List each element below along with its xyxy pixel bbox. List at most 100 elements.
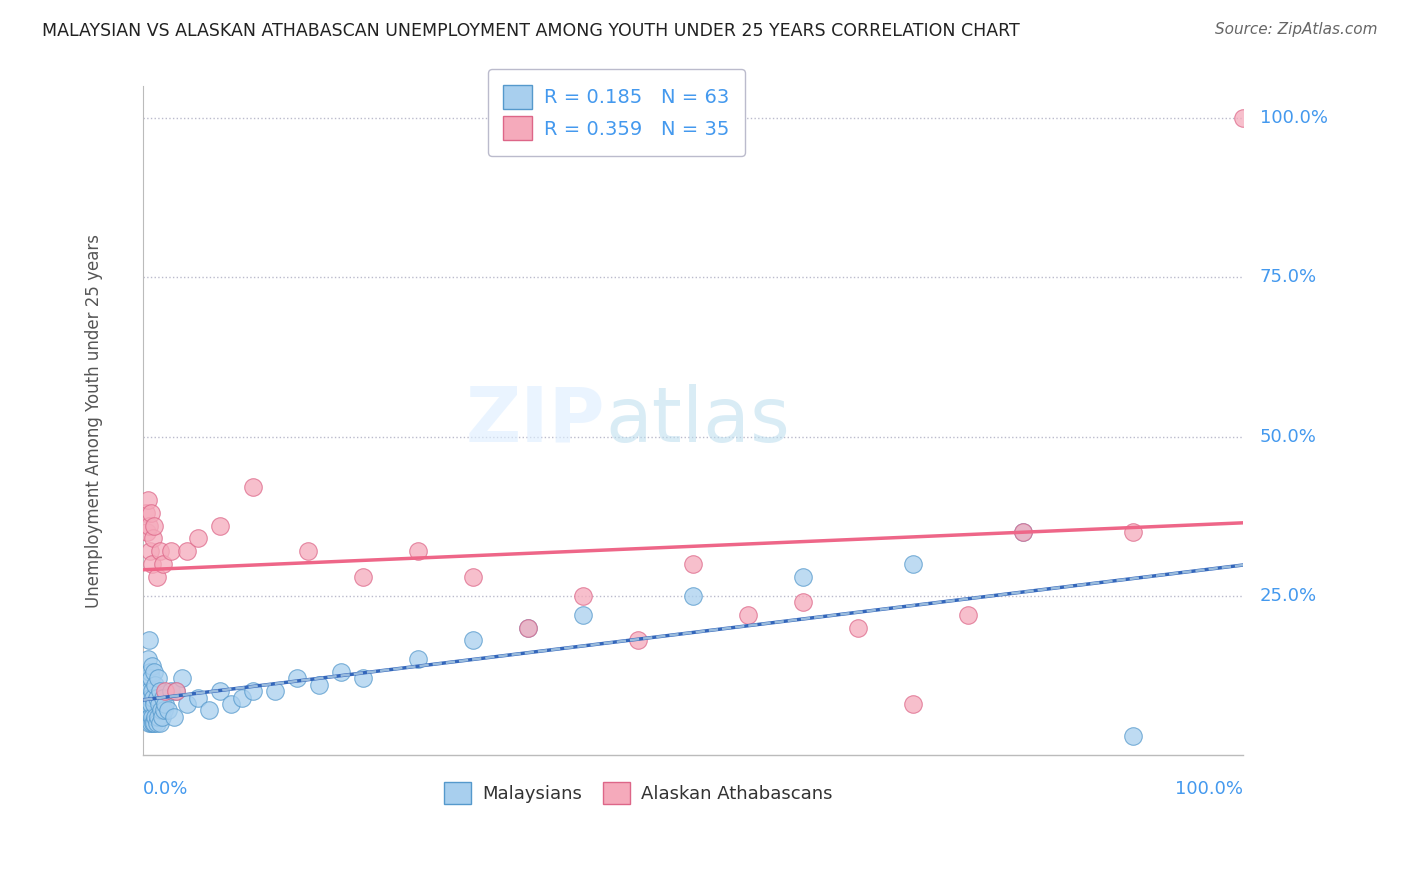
Point xyxy=(135,672,157,686)
Point xyxy=(903,697,925,711)
Point xyxy=(285,672,308,686)
Point xyxy=(135,709,157,723)
Point xyxy=(209,518,232,533)
Point xyxy=(408,544,430,558)
Point xyxy=(463,569,485,583)
Point xyxy=(792,569,814,583)
Text: 75.0%: 75.0% xyxy=(1260,268,1317,286)
Point xyxy=(145,678,167,692)
Point xyxy=(141,658,163,673)
Point xyxy=(153,703,176,717)
Point xyxy=(141,557,163,571)
Point xyxy=(352,672,374,686)
Point xyxy=(143,716,166,731)
Point xyxy=(136,652,159,666)
Point xyxy=(139,672,162,686)
Text: 25.0%: 25.0% xyxy=(1260,587,1317,605)
Point xyxy=(242,481,264,495)
Point xyxy=(160,684,183,698)
Text: 50.0%: 50.0% xyxy=(1260,427,1317,445)
Point xyxy=(145,690,167,705)
Point xyxy=(141,684,163,698)
Text: Unemployment Among Youth under 25 years: Unemployment Among Youth under 25 years xyxy=(84,234,103,607)
Point xyxy=(148,697,170,711)
Point xyxy=(463,633,485,648)
Point xyxy=(737,607,759,622)
Point xyxy=(152,690,174,705)
Point xyxy=(176,544,198,558)
Point xyxy=(209,684,232,698)
Text: atlas: atlas xyxy=(606,384,790,458)
Point xyxy=(160,544,183,558)
Point xyxy=(792,595,814,609)
Point xyxy=(1012,524,1035,539)
Point xyxy=(682,589,704,603)
Point xyxy=(297,544,319,558)
Legend: Malaysians, Alaskan Athabascans: Malaysians, Alaskan Athabascans xyxy=(434,772,842,813)
Point xyxy=(572,589,595,603)
Point xyxy=(187,532,209,546)
Text: MALAYSIAN VS ALASKAN ATHABASCAN UNEMPLOYMENT AMONG YOUTH UNDER 25 YEARS CORRELAT: MALAYSIAN VS ALASKAN ATHABASCAN UNEMPLOY… xyxy=(42,22,1019,40)
Point xyxy=(155,697,177,711)
Text: 0.0%: 0.0% xyxy=(143,780,188,798)
Point xyxy=(149,684,172,698)
Point xyxy=(165,684,187,698)
Text: 100.0%: 100.0% xyxy=(1175,780,1243,798)
Point xyxy=(149,544,172,558)
Point xyxy=(242,684,264,698)
Point xyxy=(139,716,162,731)
Point xyxy=(572,607,595,622)
Text: ZIP: ZIP xyxy=(465,384,606,458)
Point xyxy=(142,532,165,546)
Point xyxy=(264,684,287,698)
Point xyxy=(150,709,173,723)
Point xyxy=(135,524,157,539)
Point xyxy=(352,569,374,583)
Point xyxy=(163,709,186,723)
Point xyxy=(176,697,198,711)
Point xyxy=(139,690,162,705)
Point xyxy=(149,716,172,731)
Point xyxy=(1122,524,1144,539)
Point xyxy=(134,697,156,711)
Point xyxy=(142,690,165,705)
Point xyxy=(143,518,166,533)
Point xyxy=(136,697,159,711)
Point xyxy=(155,684,177,698)
Point xyxy=(146,672,169,686)
Point xyxy=(198,703,221,717)
Point xyxy=(1122,729,1144,743)
Point xyxy=(139,697,162,711)
Point xyxy=(517,621,540,635)
Point xyxy=(142,716,165,731)
Point xyxy=(138,716,160,731)
Point xyxy=(139,665,162,680)
Point xyxy=(627,633,650,648)
Point xyxy=(682,557,704,571)
Point xyxy=(187,690,209,705)
Point xyxy=(149,703,172,717)
Point xyxy=(139,709,162,723)
Point xyxy=(135,506,157,520)
Point xyxy=(138,518,160,533)
Point xyxy=(145,569,167,583)
Point xyxy=(139,544,162,558)
Point xyxy=(135,684,157,698)
Point xyxy=(141,709,163,723)
Point xyxy=(308,678,330,692)
Point xyxy=(136,493,159,508)
Point xyxy=(138,684,160,698)
Point xyxy=(1232,112,1254,126)
Point xyxy=(903,557,925,571)
Point xyxy=(330,665,353,680)
Point xyxy=(1012,524,1035,539)
Point xyxy=(138,633,160,648)
Point xyxy=(143,665,166,680)
Point xyxy=(139,506,162,520)
Point xyxy=(145,709,167,723)
Point xyxy=(143,697,166,711)
Point xyxy=(517,621,540,635)
Point xyxy=(156,703,179,717)
Point xyxy=(146,709,169,723)
Point xyxy=(170,672,193,686)
